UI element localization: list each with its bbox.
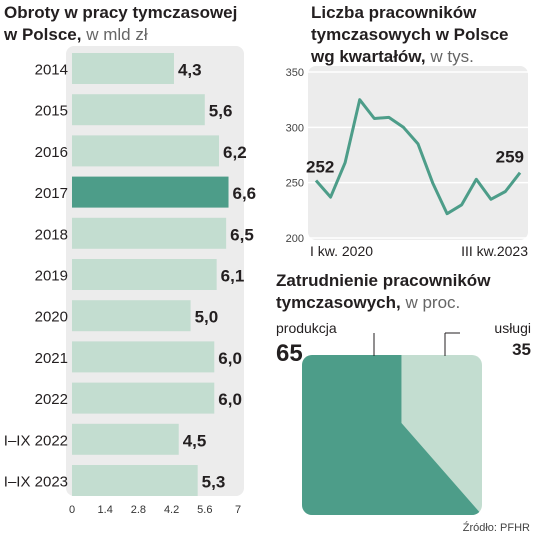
- bar-7: [72, 341, 215, 373]
- bar-value-label: 5,0: [195, 308, 219, 327]
- bar-chart-unit: w mld zł: [86, 25, 148, 44]
- share-chart: produkcja 65 usługi 35: [276, 320, 531, 515]
- bar-1: [72, 94, 205, 126]
- source-note: Źródło: PFHR: [462, 522, 530, 534]
- bar-chart: 2014 4,3 2015 5,6 2016 6,2 2017 6,6 2018 6,5 2019 6…: [4, 46, 257, 516]
- bar-8: [72, 382, 215, 414]
- bar-chart-title-line2: w Polsce,: [4, 25, 82, 44]
- line-y-tick-label: 250: [286, 178, 304, 190]
- line-chart-title-line3: wg kwartałów,: [311, 47, 426, 66]
- bar-chart-title: Obroty w pracy tymczasowej w Polsce, w m…: [4, 2, 237, 46]
- share-chart-unit: w proc.: [405, 293, 461, 312]
- bar-category-label: I–IX 2023: [4, 474, 68, 491]
- bar-2: [72, 135, 220, 167]
- bar-3: [72, 176, 229, 208]
- share-value-uslugi: 35: [512, 340, 531, 359]
- bar-value-label: 6,0: [218, 349, 242, 368]
- share-label-produkcja: produkcja: [276, 320, 337, 336]
- bar-6: [72, 300, 191, 332]
- bar-chart-title-line2-row: w Polsce, w mld zł: [4, 24, 237, 46]
- share-chart-title-line2-row: tymczasowych, w proc.: [276, 292, 490, 314]
- share-chart-slices: [302, 355, 482, 515]
- bar-x-tick-label: 5.6: [197, 504, 212, 516]
- line-y-tick-label: 200: [286, 233, 304, 245]
- bar-0: [72, 53, 174, 84]
- bar-value-label: 4,5: [183, 431, 207, 450]
- bar-x-tick-label: 2.8: [131, 504, 146, 516]
- line-start-value-label: 252: [306, 157, 334, 176]
- share-value-produkcja: 65: [276, 340, 303, 367]
- bar-category-label: 2016: [35, 144, 68, 161]
- bar-category-label: 2018: [35, 226, 68, 243]
- line-y-tick-label: 350: [286, 67, 304, 79]
- share-chart-title-line2: tymczasowych,: [276, 293, 401, 312]
- line-chart: 350 300 250 200 252 259 I kw. 2020 III kw.2023: [286, 66, 528, 259]
- bar-4: [72, 217, 227, 249]
- bar-10: [72, 465, 198, 496]
- bar-5: [72, 259, 217, 290]
- line-chart-title-line1: Liczba pracowników: [311, 3, 477, 22]
- line-chart-unit: w tys.: [430, 47, 474, 66]
- line-series: [314, 98, 522, 216]
- bar-category-label: I–IX 2022: [4, 432, 68, 449]
- bar-value-label: 6,2: [223, 143, 247, 162]
- bar-category-label: 2021: [35, 350, 68, 367]
- bar-value-label: 6,0: [218, 390, 242, 409]
- bar-category-label: 2017: [35, 185, 68, 202]
- bar-value-label: 6,5: [230, 225, 254, 244]
- share-chart-title: Zatrudnienie pracowników tymczasowych, w…: [276, 270, 490, 314]
- bar-category-label: 2022: [35, 391, 68, 408]
- share-chart-title-line1: Zatrudnienie pracowników: [276, 271, 491, 290]
- bar-category-label: 2015: [35, 103, 68, 120]
- bar-value-label: 6,6: [233, 184, 257, 203]
- bar-value-label: 5,3: [202, 473, 226, 492]
- bar-category-label: 2019: [35, 268, 68, 285]
- bar-value-label: 4,3: [178, 61, 202, 80]
- bar-category-label: 2014: [35, 62, 68, 79]
- line-chart-title: Liczba pracowników tymczasowych w Polsce…: [311, 2, 508, 68]
- line-chart-title-line2: tymczasowych w Polsce: [311, 25, 509, 44]
- share-label-uslugi: usługi: [494, 320, 531, 336]
- line-end-value-label: 259: [496, 148, 524, 167]
- share-slice-produkcja: [302, 355, 482, 515]
- line-x-start-label: I kw. 2020: [310, 243, 373, 259]
- line-chart-title-line3-row: wg kwartałów, w tys.: [311, 46, 508, 68]
- bar-category-label: 2020: [35, 309, 68, 326]
- line-y-tick-label: 300: [286, 122, 304, 134]
- bar-x-tick-label: 0: [69, 504, 75, 516]
- bar-value-label: 5,6: [209, 102, 233, 121]
- bar-x-tick-label: 1.4: [98, 504, 113, 516]
- line-chart-panel: [308, 66, 528, 240]
- bar-x-tick-label: 4.2: [164, 504, 179, 516]
- line-x-end-label: III kw.2023: [461, 243, 528, 259]
- bar-9: [72, 423, 179, 455]
- bar-chart-title-line1: Obroty w pracy tymczasowej: [4, 3, 238, 22]
- bar-x-tick-label: 7: [235, 504, 241, 516]
- bar-value-label: 6,1: [221, 267, 245, 286]
